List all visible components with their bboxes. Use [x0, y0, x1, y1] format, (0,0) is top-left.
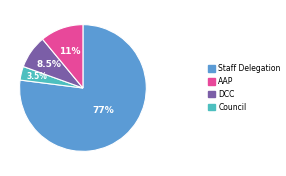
Wedge shape — [23, 39, 83, 88]
Text: 77%: 77% — [92, 106, 114, 115]
Wedge shape — [20, 67, 83, 88]
Text: 3.5%: 3.5% — [26, 72, 47, 81]
Text: 11%: 11% — [59, 46, 80, 56]
Legend: Staff Delegation, AAP, DCC, Council: Staff Delegation, AAP, DCC, Council — [207, 63, 282, 113]
Text: 8.5%: 8.5% — [37, 60, 62, 69]
Wedge shape — [43, 25, 83, 88]
Wedge shape — [19, 25, 146, 151]
